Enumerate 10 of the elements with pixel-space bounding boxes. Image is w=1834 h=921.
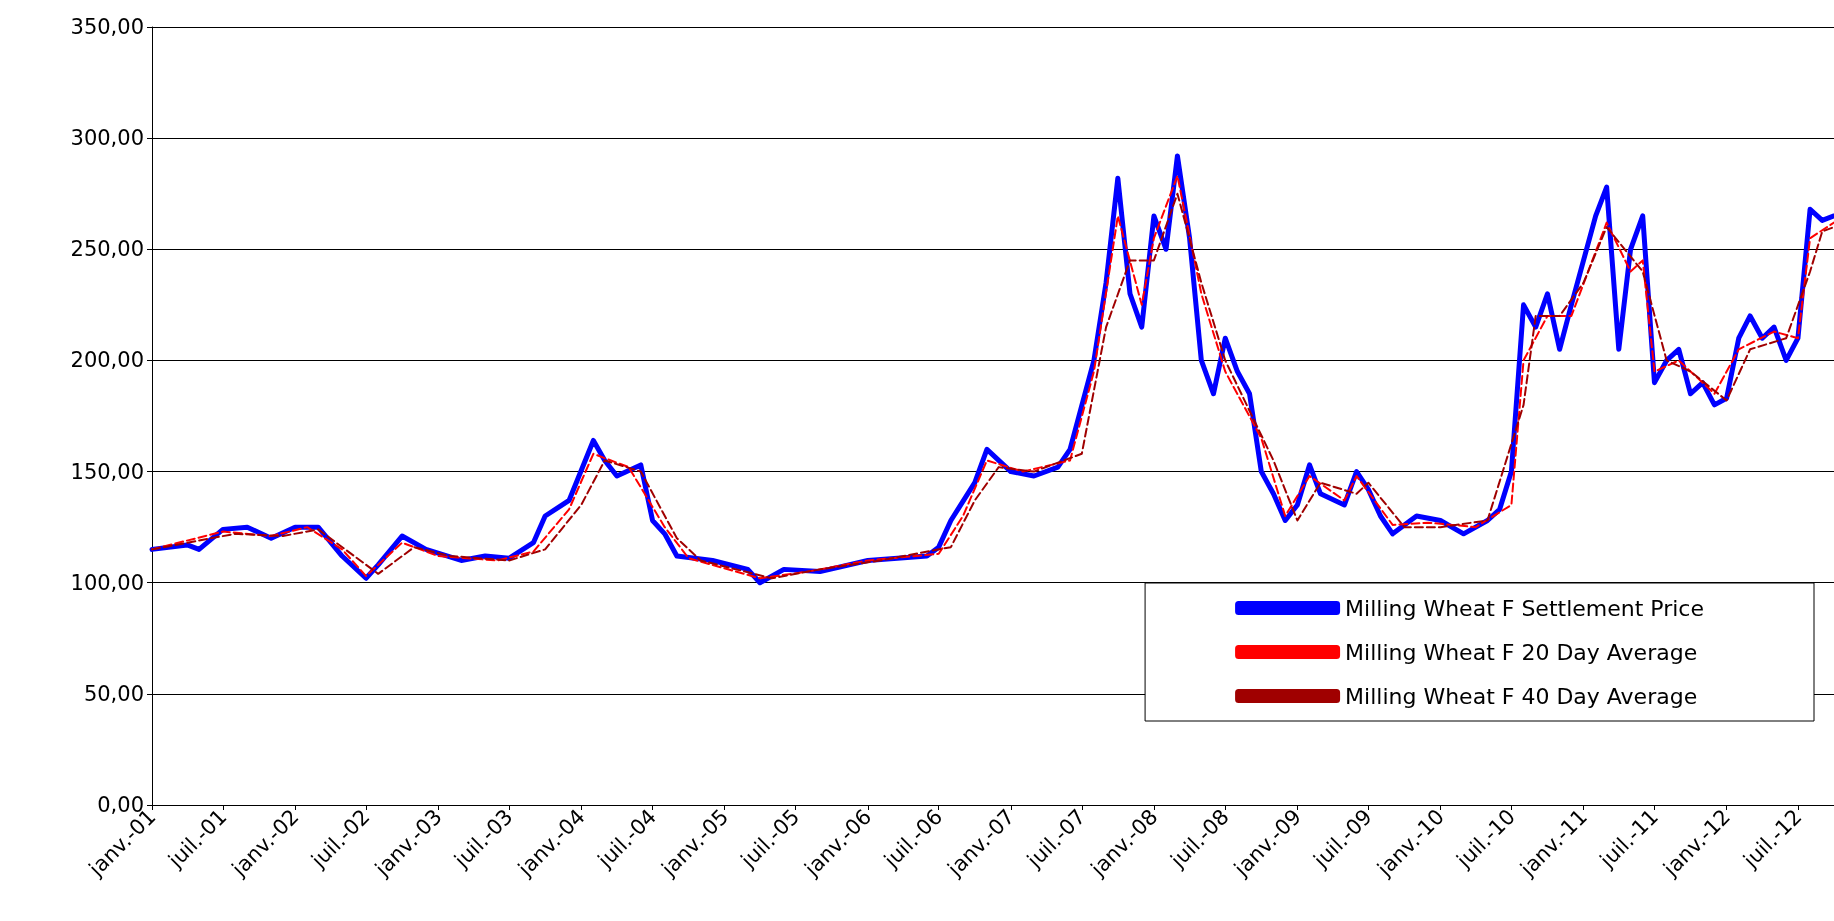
legend-label: Milling Wheat F 20 Day Average <box>1345 639 1698 665</box>
y-tick-label: 100,00 <box>70 570 144 595</box>
legend-label: Milling Wheat F 40 Day Average <box>1345 683 1698 709</box>
legend-label: Milling Wheat F Settlement Price <box>1345 595 1705 621</box>
y-tick-label: 50,00 <box>83 681 144 706</box>
y-tick-label: 250,00 <box>70 237 144 262</box>
y-tick-label: 200,00 <box>70 348 144 373</box>
y-tick-label: 300,00 <box>70 126 144 151</box>
y-tick-label: 350,00 <box>70 15 144 39</box>
y-tick-label: 150,00 <box>70 459 144 484</box>
